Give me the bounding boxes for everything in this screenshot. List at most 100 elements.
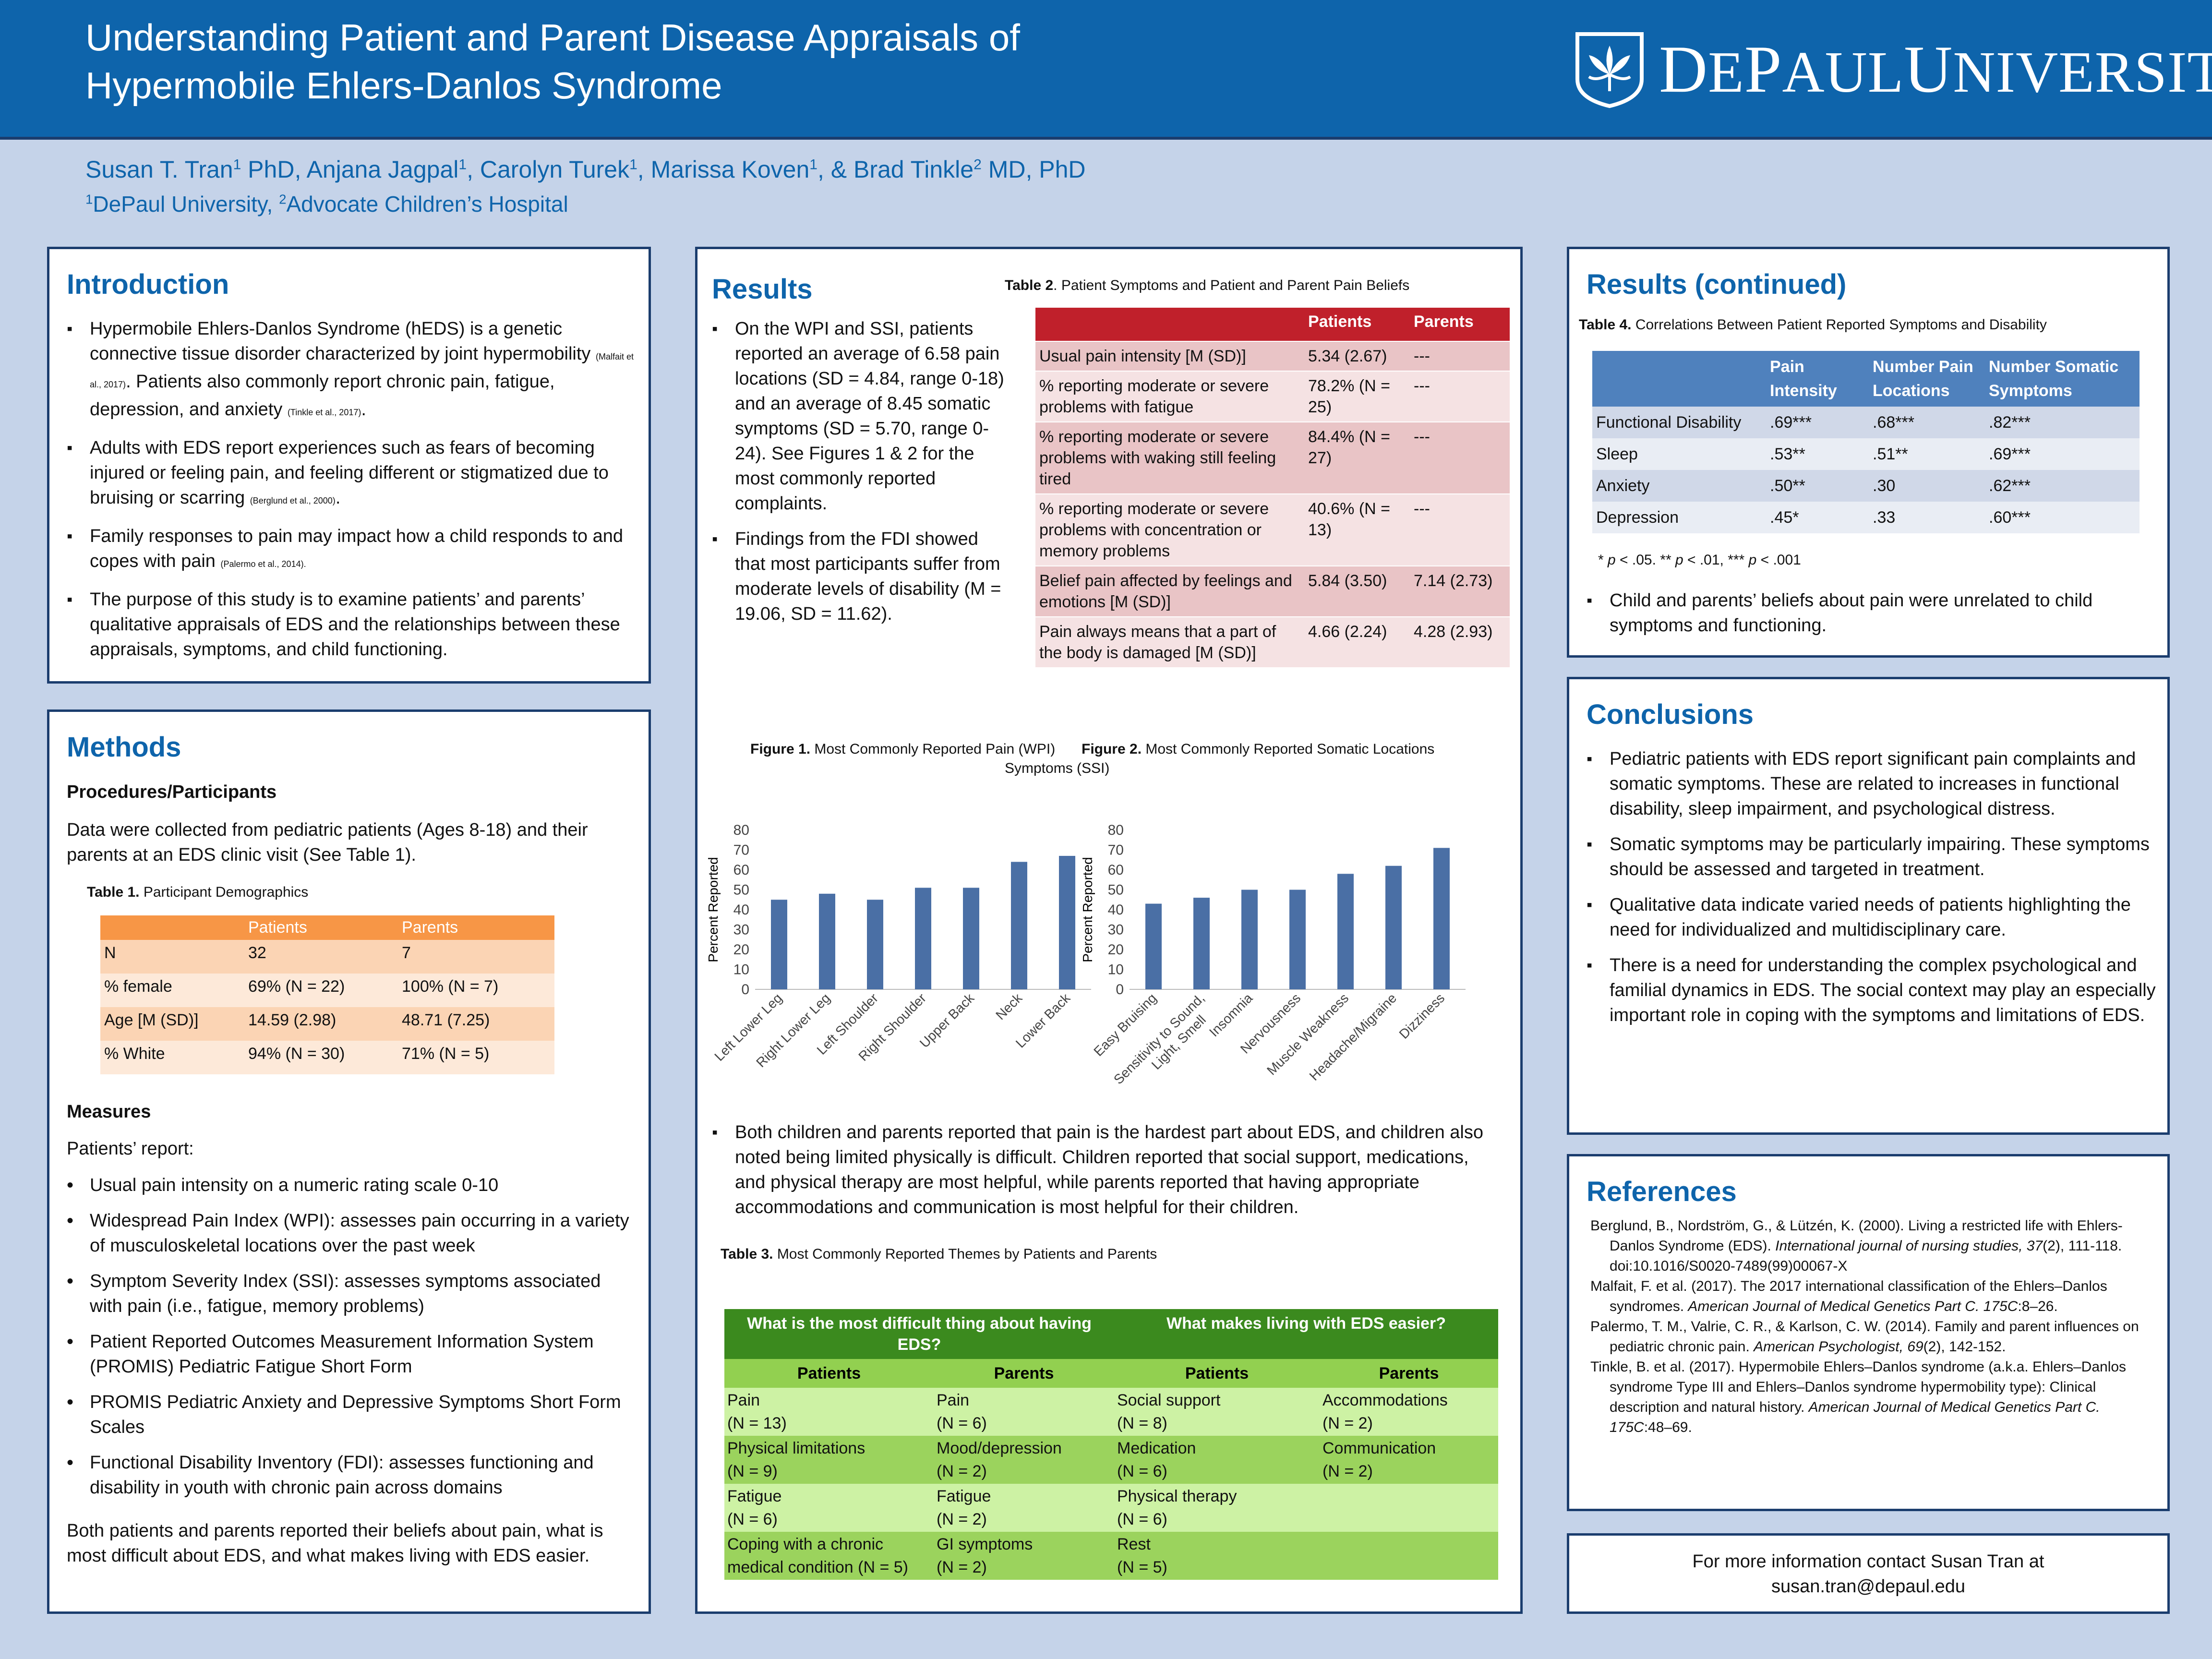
methods-panel: Methods Procedures/Participants Data wer… <box>47 709 651 1614</box>
x-tick-label: Headache/Migraine <box>1307 990 1400 1083</box>
y-tick-label: 10 <box>733 962 749 978</box>
contact-email[interactable]: susan.tran@depaul.edu <box>1771 1576 1966 1597</box>
y-tick-label: 40 <box>733 902 749 918</box>
results-panel: Results On the WPI and SSI, patients rep… <box>695 247 1523 1614</box>
y-tick-label: 60 <box>733 862 749 878</box>
conclusions-list: Pediatric patients with EDS report signi… <box>1587 746 2158 1038</box>
bar <box>819 893 835 989</box>
x-tick-label: Insomnia <box>1206 990 1256 1040</box>
table-row: % reporting moderate or severe problems … <box>1035 371 1510 422</box>
x-tick-label-line: Sensitivity to Sound, <box>1111 990 1207 1087</box>
table-cell <box>1320 1484 1498 1532</box>
author-list: Susan T. Tran1 PhD, Anjana Jagpal1, Caro… <box>85 156 1086 183</box>
bar <box>1433 848 1450 989</box>
pain-beliefs-table: Patients Parents Usual pain intensity [M… <box>1035 308 1510 667</box>
table-header: Parents <box>934 1359 1114 1388</box>
list-item: Child and parents’ beliefs about pain we… <box>1587 588 2115 638</box>
table-row: Age [M (SD)] 14.59 (2.98) 48.71 (7.25) <box>100 1007 554 1041</box>
list-item: Qualitative data indicate varied needs o… <box>1587 892 2158 942</box>
procedures-text: Data were collected from pediatric patie… <box>67 820 588 865</box>
table-cell: Mood/depression (N = 2) <box>934 1436 1114 1484</box>
conclusions-panel: Conclusions Pediatric patients with EDS … <box>1567 677 2170 1135</box>
reference-item: Malfait, F. et al. (2017). The 2017 inte… <box>1590 1278 2107 1314</box>
table-header: Parents <box>1320 1359 1498 1388</box>
measures-intro: Patients’ report: <box>67 1139 194 1159</box>
y-tick-label: 20 <box>733 942 749 958</box>
y-tick-label: 40 <box>1108 902 1124 918</box>
table-row: Functional Disability .69*** .68*** .82*** <box>1592 407 2140 438</box>
table-group-header: What makes living with EDS easier? <box>1114 1309 1498 1359</box>
beliefs-text: Both patients and parents reported their… <box>67 1521 603 1566</box>
results-themes-list: Both children and parents reported that … <box>712 1120 1490 1230</box>
figure1-caption: Figure 1. Most Commonly Reported Pain (W… <box>750 741 1056 757</box>
y-tick-label: 70 <box>733 842 749 858</box>
y-tick-label: 30 <box>733 922 749 938</box>
list-item: PROMIS Pediatric Anxiety and Depressive … <box>67 1390 638 1440</box>
table1-caption: Table 1. Participant Demographics <box>87 884 309 900</box>
table-row: % reporting moderate or severe problems … <box>1035 421 1510 494</box>
list-item: Pediatric patients with EDS report signi… <box>1587 746 2158 821</box>
table-cell: Physical limitations (N = 9) <box>724 1436 934 1484</box>
depaul-shield-icon <box>1575 32 1644 108</box>
list-item: On the WPI and SSI, patients reported an… <box>712 316 1005 516</box>
x-tick-label: Sensitivity to Sound,Light, Smell <box>1111 990 1219 1098</box>
table-header: Patients <box>244 915 398 940</box>
table-row: Usual pain intensity [M (SD)] 5.34 (2.67)… <box>1035 341 1510 371</box>
bar <box>1059 855 1075 989</box>
y-tick-label: 80 <box>1108 822 1124 838</box>
table-cell: Fatigue (N = 2) <box>934 1484 1114 1532</box>
table-row: Anxiety .50** .30.62*** <box>1592 470 2140 502</box>
bar <box>963 888 979 989</box>
bar <box>1241 890 1258 989</box>
list-item: Usual pain intensity on a numeric rating… <box>67 1173 638 1198</box>
y-tick-label: 10 <box>1108 962 1124 978</box>
bar <box>771 900 787 989</box>
table-row: Sleep .53** .51** .69*** <box>1592 438 2140 470</box>
y-tick-label: 50 <box>733 882 749 898</box>
table-cell: Rest (N = 5) <box>1114 1532 1320 1580</box>
university-name: DEPAULUNIVERSITY <box>1659 32 2212 107</box>
list-item: Hypermobile Ehlers-Danlos Syndrome (hEDS… <box>67 316 638 425</box>
bar <box>1385 866 1402 989</box>
table-row: N 32 7 <box>100 940 554 974</box>
x-tick-label: Neck <box>993 990 1025 1023</box>
measures-subheading: Measures <box>67 1102 151 1122</box>
depaul-logo: DEPAULUNIVERSITY <box>1575 31 2212 108</box>
bar <box>1145 903 1162 989</box>
table-row: Physical limitations (N = 9) Mood/depressi… <box>724 1436 1498 1484</box>
introduction-list: Hypermobile Ehlers-Danlos Syndrome (hEDS… <box>67 316 638 673</box>
table-row: Coping with a chronic medical condition … <box>724 1532 1498 1580</box>
bar <box>1193 898 1210 989</box>
list-item: Widespread Pain Index (WPI): assesses pa… <box>67 1208 638 1258</box>
table-row: Belief pain affected by feelings and emo… <box>1035 565 1510 617</box>
list-item: The purpose of this study is to examine … <box>67 587 638 662</box>
results-continued-panel: Results (continued) Table 4. Correlation… <box>1567 247 2170 658</box>
table-header: Parents <box>1410 308 1510 341</box>
poster-title: Understanding Patient and Parent Disease… <box>85 16 1020 107</box>
poster-header: Understanding Patient and Parent Disease… <box>0 0 2212 137</box>
y-tick-label: 0 <box>1116 982 1124 998</box>
results-continued-heading: Results (continued) <box>1587 269 1847 300</box>
list-item: Patient Reported Outcomes Measurement In… <box>67 1329 638 1379</box>
x-tick-label: Dizziness <box>1396 990 1448 1042</box>
contact-panel: For more information contact Susan Tran … <box>1567 1533 2170 1614</box>
table-row: % female 69% (N = 22) 100% (N = 7) <box>100 974 554 1007</box>
bar <box>1011 862 1027 989</box>
table-row: Pain (N = 13) Pain (N = 6) Social support (N… <box>724 1388 1498 1436</box>
table-row: % reporting moderate or severe problems … <box>1035 493 1510 566</box>
figure2-caption: Figure 2. Most Commonly Reported Somatic… <box>1005 741 1435 776</box>
procedures-subheading: Procedures/Participants <box>67 782 277 802</box>
table3-caption: Table 3. Most Commonly Reported Themes b… <box>721 1246 1157 1262</box>
y-tick-label: 30 <box>1108 922 1124 938</box>
list-item: Family responses to pain may impact how … <box>67 524 638 577</box>
conclusions-heading: Conclusions <box>1587 699 1754 730</box>
table-header: Patients <box>1304 308 1410 341</box>
table-cell: Pain (N = 6) <box>934 1388 1114 1436</box>
table-row: Depression .45* .33.60*** <box>1592 502 2140 533</box>
y-axis-label: Percent Reported <box>706 857 721 962</box>
methods-heading: Methods <box>67 732 181 763</box>
references-panel: References Berglund, B., Nordström, G., … <box>1567 1154 2170 1511</box>
list-item: Functional Disability Inventory (FDI): a… <box>67 1450 638 1500</box>
x-tick-label-line: Dizziness <box>1396 990 1448 1042</box>
y-tick-label: 80 <box>733 822 749 838</box>
